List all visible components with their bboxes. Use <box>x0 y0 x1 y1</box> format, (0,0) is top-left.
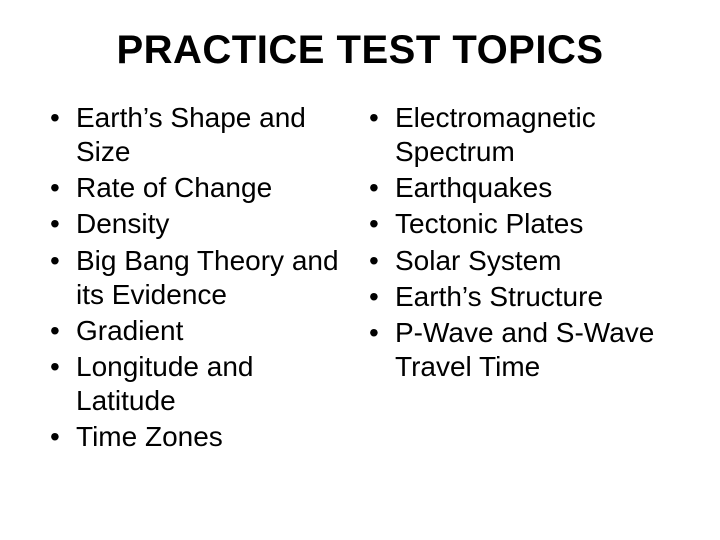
list-item: Solar System <box>369 244 670 278</box>
list-item: Electromagnetic Spectrum <box>369 101 670 169</box>
list-item: Density <box>50 207 351 241</box>
list-item: P-Wave and S-Wave Travel Time <box>369 316 670 384</box>
two-column-layout: Earth’s Shape and Size Rate of Change De… <box>50 101 670 457</box>
list-item: Longitude and Latitude <box>50 350 351 418</box>
left-list: Earth’s Shape and Size Rate of Change De… <box>50 101 351 455</box>
list-item: Earthquakes <box>369 171 670 205</box>
list-item: Rate of Change <box>50 171 351 205</box>
list-item: Big Bang Theory and its Evidence <box>50 244 351 312</box>
list-item: Earth’s Structure <box>369 280 670 314</box>
page-title: PRACTICE TEST TOPICS <box>50 28 670 73</box>
list-item: Tectonic Plates <box>369 207 670 241</box>
right-column: Electromagnetic Spectrum Earthquakes Tec… <box>369 101 670 457</box>
list-item: Time Zones <box>50 420 351 454</box>
right-list: Electromagnetic Spectrum Earthquakes Tec… <box>369 101 670 384</box>
list-item: Earth’s Shape and Size <box>50 101 351 169</box>
list-item: Gradient <box>50 314 351 348</box>
left-column: Earth’s Shape and Size Rate of Change De… <box>50 101 351 457</box>
